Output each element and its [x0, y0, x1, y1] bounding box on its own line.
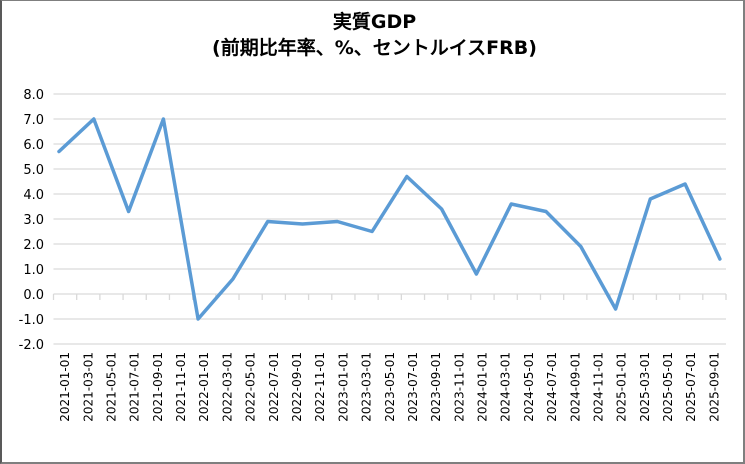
y-tick-label: -2.0: [19, 338, 44, 353]
x-tick-label: 2023-03-01: [360, 352, 374, 422]
x-tick-label: 2023-11-01: [452, 352, 466, 422]
x-tick-label: 2021-11-01: [174, 352, 188, 422]
x-tick-label: 2022-07-01: [267, 352, 281, 422]
x-tick-label: 2021-03-01: [81, 352, 95, 422]
x-tick-label: 2024-07-01: [545, 352, 559, 422]
y-tick-label: 0.0: [23, 288, 44, 303]
data-series: [57, 117, 722, 321]
y-tick-label: 5.0: [23, 163, 44, 178]
x-tick-label: 2022-05-01: [244, 352, 258, 422]
x-tick-label: 2021-01-01: [58, 352, 72, 422]
y-tick-label: -1.0: [19, 313, 44, 328]
x-tick-label: 2025-05-01: [661, 352, 675, 422]
x-tick-label: 2021-09-01: [151, 352, 165, 422]
x-tick-label: 2023-09-01: [429, 352, 443, 422]
chart-subtitle: (前期比年率、%、セントルイスFRB): [212, 37, 537, 59]
x-tick-label: 2024-11-01: [591, 352, 605, 422]
x-tick-label: 2024-03-01: [499, 352, 513, 422]
y-tick-label: 4.0: [23, 188, 44, 203]
gridlines: [53, 93, 726, 345]
x-tick-label: 2022-09-01: [290, 352, 304, 422]
x-tick-label: 2024-05-01: [522, 352, 536, 422]
chart-title: 実質GDP (前期比年率、%、セントルイスFRB): [2, 9, 745, 61]
x-tick-label: 2021-05-01: [104, 352, 118, 422]
y-tick-label: 1.0: [23, 263, 44, 278]
x-tick-label: 2025-07-01: [684, 352, 698, 422]
x-tick-label: 2022-01-01: [197, 352, 211, 422]
y-tick-label: 8.0: [23, 88, 44, 103]
x-tick-label: 2025-09-01: [707, 352, 721, 422]
x-axis: 2021-01-01 2021-03-01 2021-05-01 2021-07-01…: [52, 294, 727, 422]
x-tick-label: 2021-07-01: [128, 352, 142, 422]
x-tick-label: 2025-01-01: [615, 352, 629, 422]
y-tick-label: 7.0: [23, 113, 44, 128]
x-tick-label: 2023-07-01: [406, 352, 420, 422]
y-axis: 8.0 7.0 6.0 5.0 4.0 3.0 2.0 1.0 0.0 -1.0 -2.0: [19, 88, 44, 353]
x-tick-label: 2024-01-01: [476, 352, 490, 422]
x-tick-label: 2022-03-01: [220, 352, 234, 422]
x-tick-label: 2023-01-01: [336, 352, 350, 422]
x-tick-label: 2022-11-01: [313, 352, 327, 422]
chart-title-main: 実質GDP: [332, 11, 417, 33]
y-tick-label: 2.0: [23, 238, 44, 253]
x-tick-label: 2023-05-01: [383, 352, 397, 422]
x-tick-label: 2024-09-01: [568, 352, 582, 422]
x-tick-label: 2025-03-01: [638, 352, 652, 422]
y-tick-label: 3.0: [23, 213, 44, 228]
y-tick-label: 6.0: [23, 138, 44, 153]
gdp-line: [57, 117, 722, 321]
